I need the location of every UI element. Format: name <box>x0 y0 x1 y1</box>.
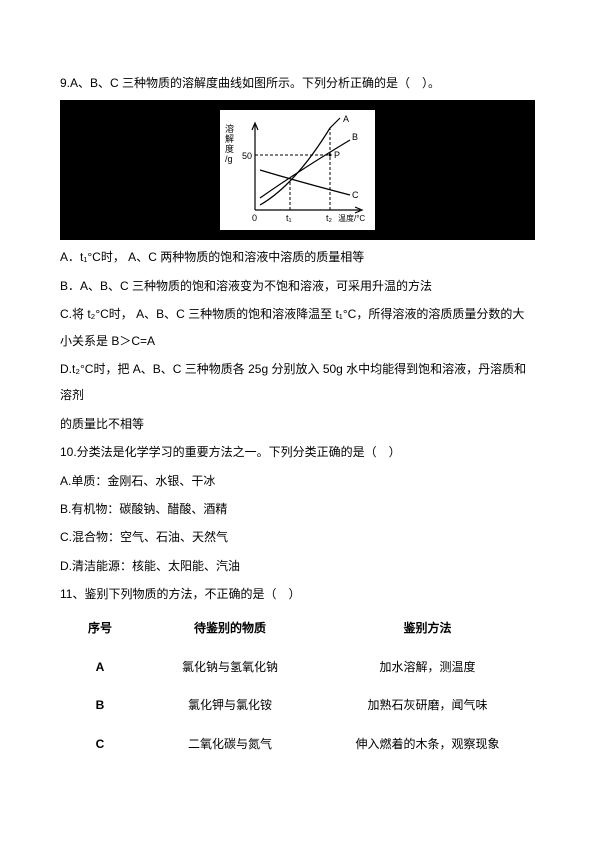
chart-container: 50 t₁ t₂ 0 A B C P 溶 解 度 /g 温度/°C <box>60 100 535 240</box>
q9-opt-b: B．A、B、C 三种物质的饱和溶液变为不饱和溶液，可采用升温的方法 <box>60 273 535 299</box>
q10-stem: 10.分类法是化学学习的重要方法之一。下列分类正确的是（ ） <box>60 439 535 465</box>
q9-opt-d-line1: D.t₂°C时，把 A、B、C 三种物质各 25g 分别放入 50g 水中均能得… <box>60 356 535 409</box>
td-seq-a: A <box>60 654 140 680</box>
th-substance: 待鉴别的物质 <box>140 615 320 641</box>
q9-opt-c: C.将 t₂°C时， A、B、C 三种物质的饱和溶液降温至 t₁°C，所得溶液的… <box>60 301 535 354</box>
solubility-chart: 50 t₁ t₂ 0 A B C P 溶 解 度 /g 温度/°C <box>220 110 375 230</box>
curve-a-label: A <box>343 114 349 124</box>
q11-stem: 11、鉴别下列物质的方法，不正确的是（ ） <box>60 581 535 607</box>
x-tick-t2: t₂ <box>326 213 333 223</box>
y-label-1: 溶 <box>225 123 234 134</box>
th-method: 鉴别方法 <box>320 615 535 641</box>
q9-opt-d-line2: 的质量比不相等 <box>60 411 535 437</box>
td-method-b: 加熟石灰研磨，闻气味 <box>320 692 535 718</box>
y-tick-50: 50 <box>242 151 252 161</box>
table-row: C 二氧化碳与氮气 伸入燃着的木条，观察现象 <box>60 725 535 763</box>
q9-stem: 9.A、B、C 三种物质的溶解度曲线如图所示。下列分析正确的是（ ）。 <box>60 70 535 96</box>
point-p: P <box>334 150 340 160</box>
table-header-row: 序号 待鉴别的物质 鉴别方法 <box>60 609 535 647</box>
curve-c-label: C <box>352 190 359 200</box>
td-seq-b: B <box>60 692 140 718</box>
th-seq: 序号 <box>60 615 140 641</box>
q10-opt-c: C.混合物：空气、石油、天然气 <box>60 524 535 550</box>
q9-opt-a: A．t₁°C时， A、C 两种物质的饱和溶液中溶质的质量相等 <box>60 244 535 270</box>
td-seq-c: C <box>60 731 140 757</box>
td-method-a: 加水溶解，测温度 <box>320 654 535 680</box>
origin-o: 0 <box>252 213 257 223</box>
x-label: 温度/°C <box>338 213 365 223</box>
td-method-c: 伸入燃着的木条，观察现象 <box>320 731 535 757</box>
q10-opt-a: A.单质：金刚石、水银、干冰 <box>60 468 535 494</box>
td-sub-c: 二氧化碳与氮气 <box>140 731 320 757</box>
td-sub-b: 氯化钾与氯化铵 <box>140 692 320 718</box>
curve-b-label: B <box>352 132 358 142</box>
q10-opt-d: D.清洁能源：核能、太阳能、汽油 <box>60 553 535 579</box>
chart-svg: 50 t₁ t₂ 0 A B C P 溶 解 度 /g 温度/°C <box>220 110 375 230</box>
table-row: A 氯化钠与氢氧化钠 加水溶解，测温度 <box>60 648 535 686</box>
q11-table: 序号 待鉴别的物质 鉴别方法 A 氯化钠与氢氧化钠 加水溶解，测温度 B 氯化钾… <box>60 609 535 763</box>
y-label-3: 度 <box>225 143 234 154</box>
td-sub-a: 氯化钠与氢氧化钠 <box>140 654 320 680</box>
y-label-2: 解 <box>225 133 234 144</box>
q10-opt-b: B.有机物：碳酸钠、醋酸、酒精 <box>60 496 535 522</box>
y-label-4: /g <box>225 154 233 164</box>
table-row: B 氯化钾与氯化铵 加熟石灰研磨，闻气味 <box>60 686 535 724</box>
x-tick-t1: t₁ <box>286 213 292 223</box>
